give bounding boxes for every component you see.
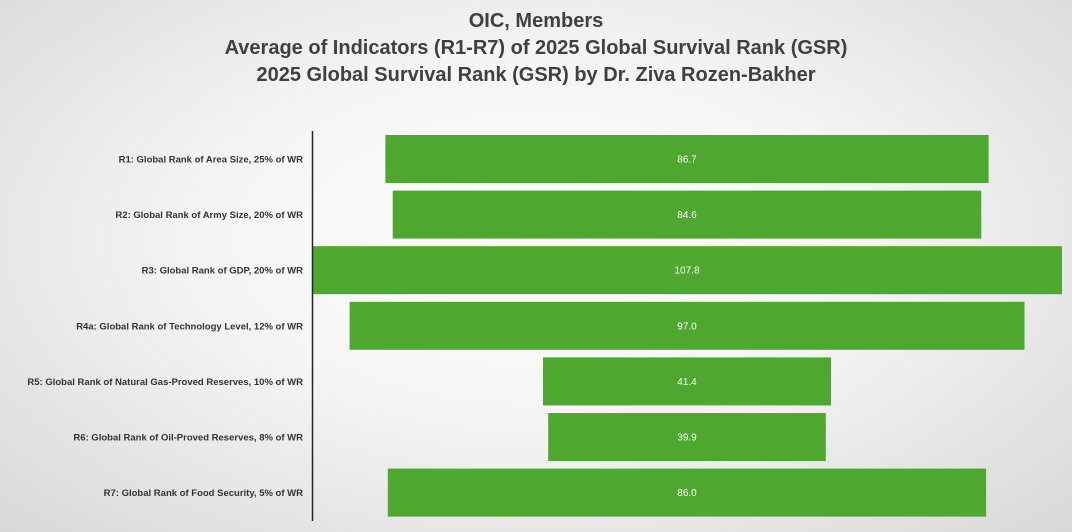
bar-1 xyxy=(385,135,989,183)
bar-value-label-3: 107.8 xyxy=(674,266,699,277)
chart-title: OIC, Members Average of Indicators (R1-R… xyxy=(0,8,1072,89)
category-labels: R1: Global Rank of Area Size, 25% of WR R… xyxy=(27,155,303,500)
bar-4 xyxy=(349,301,1025,350)
category-label-7: R7: Global Rank of Food Security, 5% of … xyxy=(104,488,303,499)
category-label-4: R4a: Global Rank of Technology Level, 12… xyxy=(76,321,303,332)
category-label-3: R3: Global Rank of GDP, 20% of WR xyxy=(142,266,303,277)
bar-value-label-4: 97.0 xyxy=(677,321,697,332)
chart-title-line-3: 2025 Global Survival Rank (GSR) by Dr. Z… xyxy=(256,64,816,86)
bar-6 xyxy=(548,413,826,461)
bar-7 xyxy=(387,468,987,517)
bar-5 xyxy=(543,357,831,406)
category-label-6: R6: Global Rank of Oil-Proved Reserves, … xyxy=(73,433,303,444)
bar-value-label-2: 84.6 xyxy=(677,210,697,221)
bar-value-label-7: 86.0 xyxy=(677,488,697,499)
category-label-2: R2: Global Rank of Army Size, 20% of WR xyxy=(115,210,303,221)
bar-value-label-5: 41.4 xyxy=(677,377,697,388)
category-label-5: R5: Global Rank of Natural Gas-Proved Re… xyxy=(27,377,303,388)
bar-value-label-6: 39.9 xyxy=(677,433,697,444)
category-label-1: R1: Global Rank of Area Size, 25% of WR xyxy=(119,155,304,166)
chart-title-line-2: Average of Indicators (R1-R7) of 2025 Gl… xyxy=(224,37,848,59)
bar-2 xyxy=(392,190,982,239)
bar-3 xyxy=(312,246,1062,295)
bars-layer: 86.7 84.6 107.8 97.0 41.4 39.9 86.0 xyxy=(312,135,1062,517)
bar-value-label-1: 86.7 xyxy=(677,155,697,166)
chart-title-line-1: OIC, Members xyxy=(468,10,604,32)
